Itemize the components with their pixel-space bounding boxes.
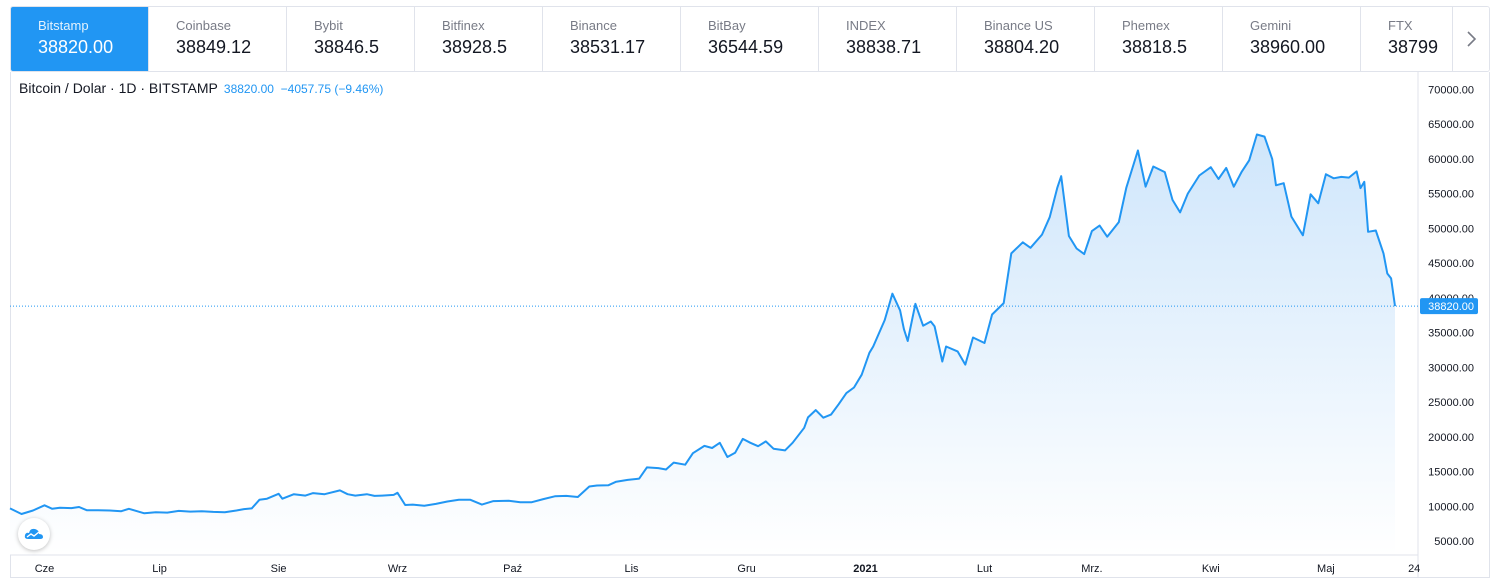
tab-binance[interactable]: Binance 38531.17 [543, 7, 681, 71]
y-tick-label: 30000.00 [1428, 362, 1474, 374]
x-tick-label: 24 [1408, 563, 1420, 575]
tab-label: Binance [570, 18, 617, 33]
x-tick-label: Lip [152, 563, 167, 575]
x-tick-label: 2021 [853, 563, 877, 575]
tab-label: Bitstamp [38, 18, 89, 33]
tab-gemini[interactable]: Gemini 38960.00 [1223, 7, 1361, 71]
tab-label: Gemini [1250, 18, 1292, 33]
tab-phemex[interactable]: Phemex 38818.5 [1095, 7, 1223, 71]
tab-ftx[interactable]: FTX 38799 [1361, 7, 1471, 71]
tab-price: 38838.71 [846, 37, 922, 57]
y-tick-label: 5000.00 [1434, 536, 1474, 548]
tab-price: 38820.00 [38, 37, 114, 57]
tab-label: FTX [1388, 18, 1413, 33]
tab-price: 38804.20 [984, 37, 1060, 57]
tab-label: Bitfinex [442, 18, 485, 33]
tradingview-logo-button[interactable] [18, 518, 50, 550]
x-tick-label: Kwi [1202, 563, 1220, 575]
x-tick-label: Wrz [388, 563, 407, 575]
y-tick-label: 20000.00 [1428, 432, 1474, 444]
x-tick-label: Lis [624, 563, 639, 575]
x-tick-label: Cze [35, 563, 55, 575]
tab-label: INDEX [846, 18, 886, 33]
x-tick-label: Maj [1317, 563, 1335, 575]
tab-bitstamp[interactable]: Bitstamp 38820.00 [11, 7, 149, 71]
price-line [9, 133, 1396, 515]
price-area-fill [10, 134, 1395, 555]
y-tick-label: 70000.00 [1428, 84, 1474, 96]
tab-price: 38849.12 [176, 37, 252, 57]
chart-legend: Bitcoin / Dolar · 1D · BITSTAMP 38820.00 … [19, 80, 383, 96]
tab-price: 38960.00 [1250, 37, 1326, 57]
tab-bitbay[interactable]: BitBay 36544.59 [681, 7, 819, 71]
tab-price: 38799 [1388, 37, 1439, 57]
x-tick-label: Sie [271, 563, 287, 575]
y-tick-label: 65000.00 [1428, 119, 1474, 131]
tab-label: Bybit [314, 18, 343, 33]
tab-price: 38928.5 [442, 37, 508, 57]
last-value: 38820.00 [223, 82, 274, 96]
tab-index[interactable]: INDEX 38838.71 [819, 7, 957, 71]
y-tick-label: 10000.00 [1428, 501, 1474, 513]
tab-price: 38818.5 [1122, 37, 1188, 57]
x-tick-label: Lut [977, 563, 992, 575]
y-tick-label: 60000.00 [1428, 154, 1474, 166]
tab-binance-us[interactable]: Binance US 38804.20 [957, 7, 1095, 71]
last-price-badge [1420, 298, 1478, 315]
y-tick-label: 25000.00 [1428, 397, 1474, 409]
x-tick-label: Gru [737, 563, 755, 575]
tradingview-cloud-icon [24, 528, 43, 539]
tab-label: Binance US [984, 18, 1053, 33]
tab-bybit[interactable]: Bybit 38846.5 [287, 7, 415, 71]
y-tick-label: 35000.00 [1428, 328, 1474, 340]
exchange-tabs: Bitstamp 38820.00 Coinbase 38849.12 Bybi… [10, 6, 1490, 72]
y-tick-label: 50000.00 [1428, 223, 1474, 235]
y-tick-label: 45000.00 [1428, 258, 1474, 270]
x-tick-label: Paź [503, 563, 522, 575]
last-price-label: 38820.00 [1428, 301, 1474, 313]
symbol-title[interactable]: Bitcoin / Dolar · 1D · BITSTAMP [19, 80, 218, 96]
tab-bitfinex[interactable]: Bitfinex 38928.5 [415, 7, 543, 71]
tab-label: BitBay [708, 18, 746, 33]
tabs-next-button[interactable] [1452, 7, 1489, 71]
y-tick-label: 15000.00 [1428, 467, 1474, 479]
tab-price: 38846.5 [314, 37, 380, 57]
chevron-right-icon [1467, 31, 1477, 47]
change-value: −4057.75 (−9.46%) [280, 82, 384, 96]
chart-frame [10, 72, 1490, 578]
tab-price: 38531.17 [570, 37, 646, 57]
tab-price: 36544.59 [708, 37, 784, 57]
tab-label: Phemex [1122, 18, 1170, 33]
tab-coinbase[interactable]: Coinbase 38849.12 [149, 7, 287, 71]
y-tick-label: 55000.00 [1428, 189, 1474, 201]
tab-label: Coinbase [176, 18, 231, 33]
x-tick-label: Mrz. [1081, 563, 1102, 575]
